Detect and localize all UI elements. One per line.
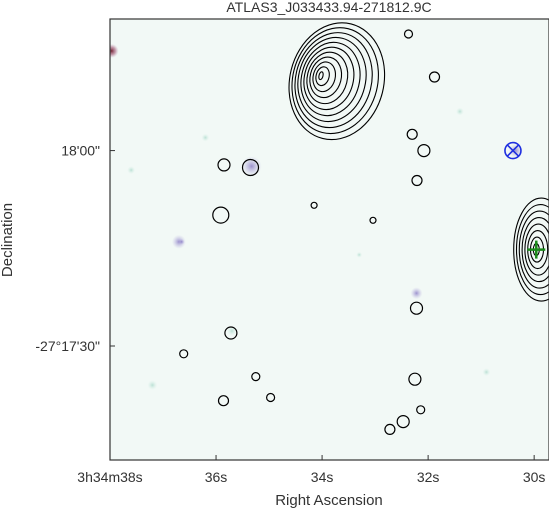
contour-1-level-3	[524, 223, 549, 276]
host-marker-x2	[506, 144, 520, 157]
source-circle-17	[406, 128, 418, 140]
noise-speck-8	[508, 143, 523, 158]
y-tick-label-1: 18'00"	[61, 143, 100, 159]
noise-speck-5	[241, 156, 262, 177]
x-tick-label-4: 30s	[523, 469, 546, 485]
plot-frame	[109, 18, 549, 461]
noise-speck-23	[127, 166, 136, 175]
noise-speck-22	[356, 251, 363, 258]
source-circle-19	[403, 29, 414, 39]
source-circle-3	[217, 395, 230, 407]
radio-position-plus	[527, 240, 546, 259]
x-tick-label-0: 3h34m38s	[77, 469, 142, 485]
source-circle-13	[411, 174, 423, 187]
x-axis: 3h34m38s 36s 34s 32s 30s	[77, 455, 545, 485]
contour-0-level-9	[291, 27, 379, 135]
source-circle-9	[409, 301, 424, 315]
host-marker-ring	[504, 141, 522, 160]
chart-title: ATLAS3_J033433.94-271812.9C	[226, 0, 431, 15]
y-tick-label-0: -27°17'30"	[35, 338, 100, 354]
noise-speck-6	[410, 287, 423, 300]
source-circle-1	[396, 415, 410, 429]
source-circle-15	[217, 158, 231, 172]
noise-speck-18	[482, 368, 491, 377]
source-circle-6	[408, 372, 422, 386]
x-tick-label-2: 34s	[311, 469, 334, 485]
contour-0-level-4	[306, 51, 349, 105]
contour-1-level-6	[515, 204, 549, 296]
x-tick-label-3: 32s	[417, 469, 440, 485]
source-circle-2	[416, 405, 426, 415]
x-axis-label: Right Ascension	[275, 492, 383, 509]
source-circle-0	[384, 423, 396, 435]
source-circle-5	[251, 372, 261, 382]
x-tick-label-1: 36s	[205, 469, 228, 485]
source-circle-8	[224, 326, 238, 340]
noise-speck-2	[110, 43, 119, 58]
source-circle-16	[417, 144, 431, 158]
source-circle-18	[428, 71, 441, 83]
contour-layer	[288, 22, 549, 302]
noise-speck-14	[201, 133, 210, 142]
contour-0-level-6	[300, 41, 361, 117]
contour-1-level-7	[513, 197, 549, 302]
source-circle-7	[179, 349, 189, 359]
noise-speck-17	[147, 380, 158, 391]
contour-0-level-0	[318, 71, 324, 81]
source-circle-4	[266, 392, 276, 403]
y-axis-label: Declination	[0, 203, 16, 277]
source-layer	[179, 29, 441, 435]
source-circle-12	[310, 201, 318, 209]
contour-0-level-10	[288, 22, 386, 141]
contour-0-level-1	[315, 66, 330, 87]
noise-speck-1	[178, 238, 185, 245]
contour-0-level-8	[294, 32, 373, 129]
host-marker-cross-circle	[504, 141, 522, 160]
source-circle-11	[369, 216, 377, 224]
contour-1-level-4	[521, 217, 549, 283]
marker-layer	[504, 141, 546, 259]
contour-0-level-3	[309, 56, 343, 99]
noise-speck-19	[455, 107, 464, 116]
contour-0-level-7	[297, 36, 367, 123]
contour-0-level-2	[312, 61, 337, 93]
source-circle-10	[212, 206, 230, 224]
y-axis: -27°17'30"18'00"18'30"19'00"	[35, 143, 115, 354]
contour-1-level-5	[518, 210, 549, 289]
noise-speck-3	[110, 0, 120, 6]
contour-0-level-5	[303, 46, 355, 111]
source-circle-14	[241, 158, 260, 177]
